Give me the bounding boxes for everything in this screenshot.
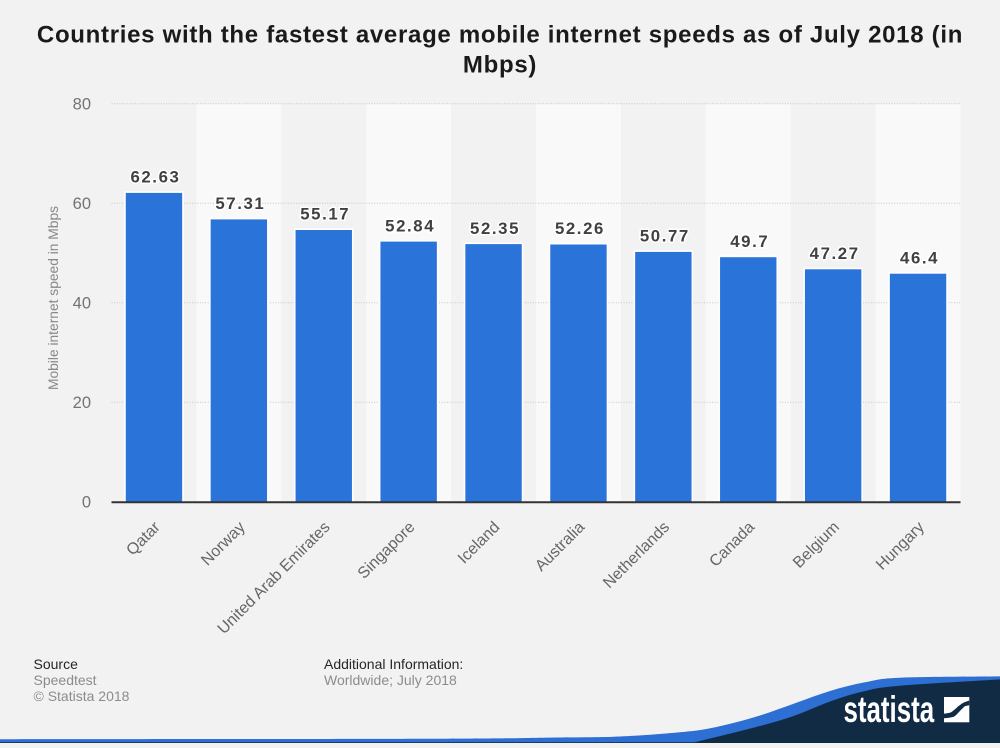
svg-text:Mobile internet speed in Mbps: Mobile internet speed in Mbps: [46, 206, 61, 390]
svg-text:20: 20: [73, 394, 91, 412]
svg-text:© Statista 2018: © Statista 2018: [34, 688, 130, 704]
svg-text:Speedtest: Speedtest: [34, 672, 97, 688]
svg-text:52.84: 52.84: [385, 216, 435, 235]
svg-text:46.4: 46.4: [900, 248, 939, 267]
svg-text:50.77: 50.77: [640, 227, 690, 246]
svg-text:0: 0: [82, 494, 91, 512]
svg-text:55.17: 55.17: [300, 205, 350, 224]
svg-text:Mbps): Mbps): [463, 52, 537, 79]
svg-text:Additional Information:: Additional Information:: [324, 656, 463, 672]
svg-text:Countries with the fastest ave: Countries with the fastest average mobil…: [37, 22, 963, 49]
svg-text:Worldwide; July 2018: Worldwide; July 2018: [324, 672, 457, 688]
svg-text:62.63: 62.63: [130, 168, 180, 187]
svg-text:80: 80: [73, 96, 91, 114]
svg-text:52.35: 52.35: [470, 219, 520, 238]
svg-text:49.7: 49.7: [730, 232, 769, 251]
svg-text:52.26: 52.26: [555, 219, 605, 238]
svg-text:40: 40: [73, 295, 91, 313]
svg-text:57.31: 57.31: [215, 194, 265, 213]
svg-text:statista: statista: [844, 689, 935, 731]
svg-text:Source: Source: [34, 656, 79, 672]
svg-text:47.27: 47.27: [810, 244, 860, 263]
svg-text:60: 60: [73, 195, 91, 213]
